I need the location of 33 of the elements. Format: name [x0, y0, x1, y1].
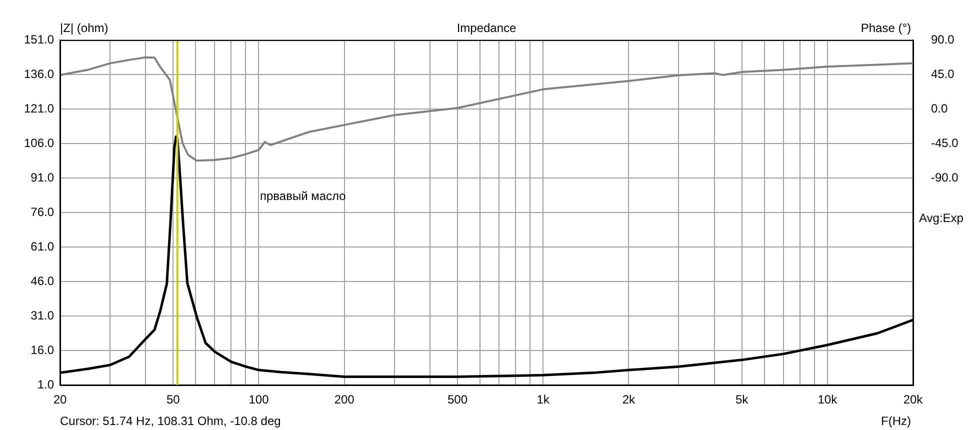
y-tick-label: 76.0 — [30, 204, 54, 219]
x-tick-label: 200 — [334, 392, 355, 407]
x-tick-label: 1k — [536, 392, 550, 407]
text: Cursor: 51.74 Hz, 108.31 Ohm, -10.8 deg — [60, 414, 281, 428]
x-tick-label: 100 — [248, 392, 270, 407]
y2-tick-label: -90.0 — [931, 170, 959, 184]
y-tick-label: 1.0 — [37, 377, 54, 392]
y-tick-label: 46.0 — [30, 274, 54, 288]
y2-axis-title: Phase (°) — [860, 21, 911, 35]
y-tick-label: 121.0 — [24, 101, 54, 116]
x-tick-label: 5k — [735, 392, 750, 407]
y-tick-label: 106.0 — [24, 136, 54, 150]
y-axis-title: |Z| (ohm) — [60, 21, 108, 35]
y2-tick-label: 0.0 — [931, 101, 948, 116]
annotation: првавый масло — [260, 189, 346, 203]
text: Avg:Exp — [919, 211, 964, 225]
x-tick-label: 20 — [53, 392, 67, 407]
x-tick-label: 20k — [903, 392, 924, 407]
y-tick-label: 136.0 — [24, 66, 54, 81]
x-tick-label: 10k — [818, 392, 838, 407]
y-tick-label: 16.0 — [30, 342, 54, 357]
y-tick-label: 91.0 — [30, 170, 54, 184]
y-tick-label: 61.0 — [30, 239, 54, 254]
y-tick-label: 151.0 — [24, 32, 54, 46]
x-tick-label: 50 — [166, 392, 180, 407]
y-tick-label: 31.0 — [30, 308, 54, 322]
y2-tick-label: 45.0 — [931, 66, 955, 81]
x-axis-title: F(Hz) — [881, 414, 911, 428]
x-tick-label: 500 — [447, 392, 468, 407]
y2-tick-label: -45.0 — [931, 136, 959, 150]
chart-title: Impedance — [456, 21, 517, 35]
x-tick-label: 2k — [622, 392, 636, 407]
y2-tick-label: 90.0 — [931, 32, 955, 46]
